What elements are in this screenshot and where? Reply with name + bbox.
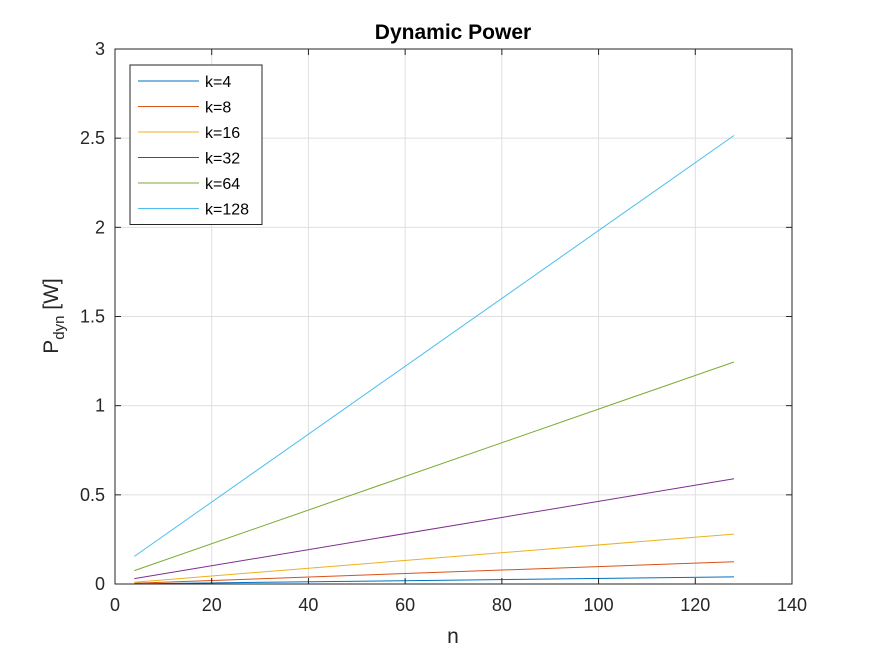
series-line-k-64 bbox=[134, 361, 735, 572]
y-tick-label: 1 bbox=[95, 396, 105, 416]
legend-label: k=32 bbox=[205, 151, 240, 168]
series-line-k-16 bbox=[134, 533, 735, 583]
y-tick-label: 0.5 bbox=[80, 485, 105, 505]
y-tick-label: 2.5 bbox=[80, 128, 105, 148]
y-axis-ticks: 0 0.5 1 1.5 2 2.5 3 bbox=[80, 39, 792, 594]
chart-title: Dynamic Power bbox=[375, 21, 531, 44]
y-axis-label: Pdyn [W] bbox=[40, 278, 68, 354]
legend-label: k=4 bbox=[205, 74, 231, 91]
y-tick-label: 0 bbox=[95, 574, 105, 594]
x-axis-ticks: 0 20 40 60 80 100 120 140 bbox=[110, 49, 807, 615]
y-tick-label: 2 bbox=[95, 217, 105, 237]
x-tick-label: 140 bbox=[777, 595, 807, 615]
x-tick-label: 80 bbox=[492, 595, 512, 615]
series-line-k-32 bbox=[134, 478, 735, 580]
legend-label: k=16 bbox=[205, 125, 240, 142]
x-tick-label: 0 bbox=[110, 595, 120, 615]
x-tick-label: 40 bbox=[298, 595, 318, 615]
y-tick-label: 1.5 bbox=[80, 307, 105, 327]
x-tick-label: 20 bbox=[202, 595, 222, 615]
x-tick-label: 120 bbox=[680, 595, 710, 615]
legend: k=4 k=8 k=16 k=32 k=64 k=128 bbox=[129, 64, 263, 225]
legend-label: k=64 bbox=[205, 176, 240, 193]
series-lines bbox=[134, 135, 735, 585]
y-axis-label-main: P bbox=[40, 340, 63, 354]
x-tick-label: 60 bbox=[395, 595, 415, 615]
legend-label: k=128 bbox=[205, 202, 249, 219]
y-axis-label-unit: [W] bbox=[40, 278, 63, 315]
series-line-k-4 bbox=[134, 576, 734, 585]
series-line-k-128 bbox=[134, 135, 735, 557]
legend-box bbox=[129, 64, 263, 225]
legend-label: k=8 bbox=[205, 100, 231, 117]
x-axis-label: n bbox=[447, 625, 459, 648]
x-tick-label: 100 bbox=[584, 595, 614, 615]
y-tick-label: 3 bbox=[95, 39, 105, 59]
y-axis-label-subscript: dyn bbox=[51, 316, 68, 340]
series-line-k-8 bbox=[134, 561, 734, 584]
